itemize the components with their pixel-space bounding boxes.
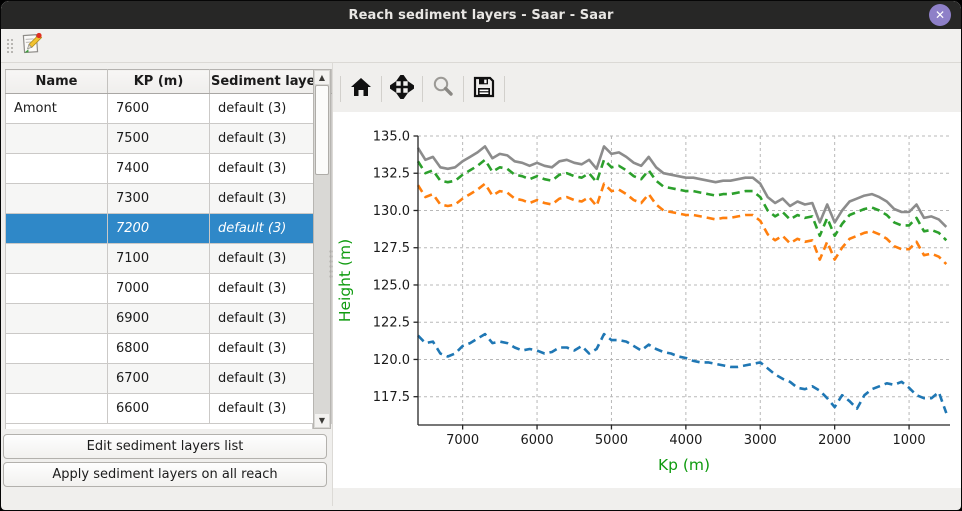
y-tick-label: 127.5 xyxy=(373,241,410,256)
y-tick-label: 130.0 xyxy=(373,204,410,219)
column-header-kp[interactable]: KP (m) xyxy=(107,69,210,94)
toolbar-drag-handle[interactable] xyxy=(6,38,14,54)
table-row[interactable]: 7200 default (3) xyxy=(5,213,332,244)
table-cell[interactable] xyxy=(5,393,108,424)
close-icon: ✕ xyxy=(934,8,946,22)
table-cell[interactable] xyxy=(5,123,108,154)
table-cell[interactable] xyxy=(5,333,108,364)
y-tick-label: 132.5 xyxy=(373,167,410,182)
column-header-name[interactable]: Name xyxy=(5,69,108,94)
x-tick-label: 3000 xyxy=(744,433,777,448)
panel-separator xyxy=(332,62,333,506)
series-gray-solid-top xyxy=(416,145,948,228)
table-cell[interactable] xyxy=(5,243,108,274)
table-row[interactable]: 6700 default (3) xyxy=(5,363,332,394)
table-row[interactable]: Amont 7600 default (3) xyxy=(5,93,332,124)
table-cell[interactable]: 6700 xyxy=(107,363,210,394)
table-cell[interactable]: default (3) xyxy=(209,303,332,334)
edit-sediment-layers-list-button[interactable]: Edit sediment layers list xyxy=(3,434,327,459)
table-cell[interactable]: 6900 xyxy=(107,303,210,334)
table-cell[interactable]: 7600 xyxy=(107,93,210,124)
table-row[interactable]: 7300 default (3) xyxy=(5,183,332,214)
y-tick-label: 135.0 xyxy=(373,130,410,145)
plot-area: 7000 6000 5000 4000 3000 2000 1000 135.0 132.5 13… xyxy=(336,130,950,474)
y-axis-label: Height (m) xyxy=(336,239,354,322)
table-cell[interactable] xyxy=(5,153,108,184)
title-bar: Reach sediment layers - Saar - Saar ✕ xyxy=(1,1,961,29)
table-cell[interactable]: 7000 xyxy=(107,273,210,304)
save-button[interactable] xyxy=(469,74,499,104)
apply-sediment-layers-button[interactable]: Apply sediment layers on all reach xyxy=(3,462,327,487)
home-button[interactable] xyxy=(346,74,376,104)
table-cell[interactable]: 7100 xyxy=(107,243,210,274)
zoom-button[interactable] xyxy=(428,74,458,104)
x-tick-label: 4000 xyxy=(669,433,702,448)
table-row-partial xyxy=(5,423,313,429)
main-toolbar xyxy=(1,29,961,63)
table-row[interactable]: 6800 default (3) xyxy=(5,333,332,364)
table-cell[interactable]: default (3) xyxy=(209,363,332,394)
table-header-row: Name KP (m) Sediment layers xyxy=(5,69,332,94)
table-row[interactable]: 7400 default (3) xyxy=(5,153,332,184)
table-cell[interactable]: default (3) xyxy=(209,123,332,154)
table-cell[interactable]: 7500 xyxy=(107,123,210,154)
table-cell[interactable] xyxy=(5,183,108,214)
table-row[interactable]: 7500 default (3) xyxy=(5,123,332,154)
table-cell[interactable] xyxy=(5,303,108,334)
scroll-up-icon[interactable]: ▲ xyxy=(315,71,329,84)
x-tick-label: 1000 xyxy=(893,433,926,448)
chart-figure: 7000 6000 5000 4000 3000 2000 1000 135.0 132.5 13… xyxy=(333,112,961,488)
panel-drag-handle[interactable] xyxy=(329,249,335,279)
table-cell[interactable]: default (3) xyxy=(209,183,332,214)
home-icon xyxy=(350,76,372,102)
scrollbar-thumb[interactable] xyxy=(315,85,329,175)
save-icon xyxy=(473,76,495,102)
table-cell[interactable]: 7400 xyxy=(107,153,210,184)
table-cell[interactable] xyxy=(5,213,108,244)
edit-sediment-layers-icon xyxy=(19,31,45,61)
window-title: Reach sediment layers - Saar - Saar xyxy=(348,7,614,23)
zoom-rect-icon xyxy=(431,75,455,103)
close-button[interactable]: ✕ xyxy=(929,4,951,26)
x-tick-label: 7000 xyxy=(446,433,479,448)
pan-icon xyxy=(387,72,417,103)
table-row[interactable]: 6900 default (3) xyxy=(5,303,332,334)
y-tick-label: 122.5 xyxy=(373,316,410,331)
table-cell[interactable] xyxy=(5,363,108,394)
series-green-dashed xyxy=(416,158,948,242)
y-tick-label: 125.0 xyxy=(373,278,410,293)
x-axis-label: Kp (m) xyxy=(658,456,710,474)
x-tick-label: 2000 xyxy=(818,433,851,448)
table-row[interactable]: 7000 default (3) xyxy=(5,273,332,304)
x-tick-label: 5000 xyxy=(595,433,628,448)
y-tick-label: 117.5 xyxy=(373,390,410,405)
y-tick-label: 120.0 xyxy=(373,353,410,368)
table-cell[interactable]: 6600 xyxy=(107,393,210,424)
table-cell[interactable] xyxy=(5,273,108,304)
table-cell[interactable]: Amont xyxy=(5,93,108,124)
scroll-down-icon[interactable]: ▼ xyxy=(315,414,329,427)
x-tick-label: 6000 xyxy=(521,433,554,448)
series-blue-dashed-bottom xyxy=(417,332,948,414)
plot-nav-toolbar xyxy=(335,71,510,107)
table-cell[interactable]: 7300 xyxy=(107,183,210,214)
table-row[interactable]: 7100 default (3) xyxy=(5,243,332,274)
table-cell[interactable]: 6800 xyxy=(107,333,210,364)
pan-button[interactable] xyxy=(387,72,417,104)
edit-sediment-layers-button[interactable] xyxy=(18,32,45,59)
table-cell[interactable]: default (3) xyxy=(209,243,332,274)
series-orange-dashed xyxy=(416,182,948,266)
sediment-layers-table[interactable]: Name KP (m) Sediment layers Amont 7600 defau… xyxy=(5,69,332,424)
table-cell[interactable]: default (3) xyxy=(209,393,332,424)
table-cell[interactable]: 7200 xyxy=(107,213,210,244)
table-cell[interactable]: default (3) xyxy=(209,213,332,244)
table-row[interactable]: 6600 default (3) xyxy=(5,393,332,424)
